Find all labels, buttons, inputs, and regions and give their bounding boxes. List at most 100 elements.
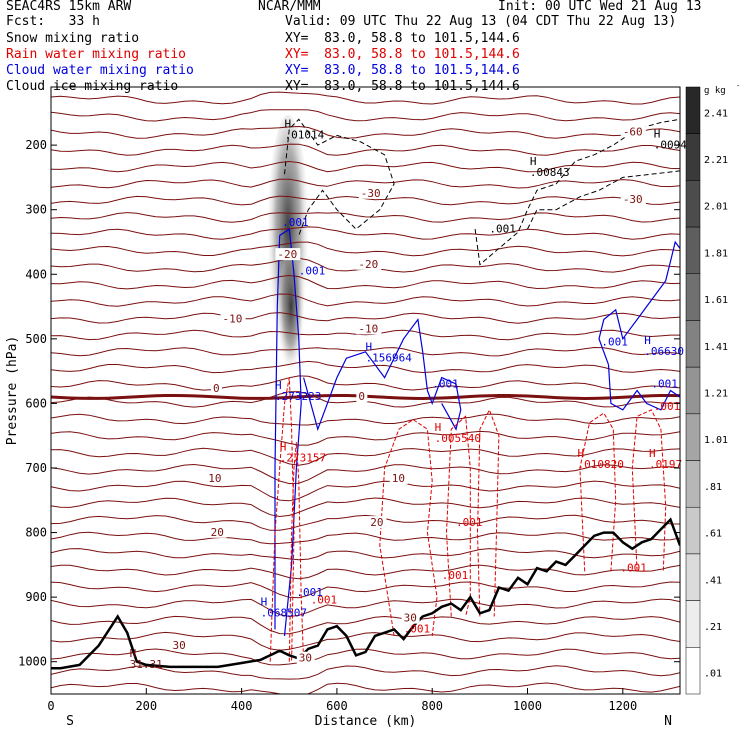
colorbar-label: .61 — [704, 529, 722, 540]
isotherm-label: -10 — [358, 322, 378, 335]
ice-contour — [284, 118, 395, 236]
max-marker: H — [130, 647, 137, 660]
isotherm-label: 30 — [404, 612, 417, 625]
terrain-line — [51, 517, 680, 670]
colorbar-swatch — [685, 226, 701, 275]
isotherm — [51, 548, 680, 561]
isotherm-label: -30 — [623, 193, 643, 206]
contour-value-label: .273157 — [280, 452, 326, 465]
colorbar-label: .81 — [704, 482, 722, 493]
ice-contour — [527, 170, 680, 230]
isotherm — [51, 497, 680, 518]
contour-value-label: .01014 — [284, 129, 324, 142]
max-marker: H — [644, 334, 651, 347]
left-title: SEAC4RS 15km ARW — [6, 0, 132, 14]
colorbar-swatch — [685, 600, 701, 648]
y-axis-label: Pressure (hPa) — [5, 336, 20, 446]
max-marker: H — [649, 447, 656, 460]
isotherm — [51, 463, 680, 485]
contour-value-label: .001 — [489, 222, 515, 235]
isotherm-label: 0 — [213, 382, 220, 395]
isotherm-label-bg — [208, 525, 227, 538]
colorbar-unit: g kg — [704, 86, 726, 96]
y-tick-label: 500 — [25, 332, 47, 346]
y-tick-label: 600 — [25, 396, 47, 410]
isotherm — [51, 531, 680, 545]
contour-value-label: .001 — [282, 216, 309, 229]
isotherm — [51, 125, 680, 139]
contour-value-label: .001 — [311, 594, 338, 607]
colorbar-swatch — [685, 460, 701, 508]
isotherm-label: 20 — [211, 526, 224, 539]
y-tick-label: 700 — [25, 461, 47, 475]
isotherm-label-bg — [620, 125, 646, 138]
valid-time: Valid: 09 UTC Thu 22 Aug 13 (04 CDT Thu … — [285, 14, 677, 29]
y-tick-label: 200 — [25, 138, 47, 152]
legend-rain-label: Rain water mixing ratio — [6, 47, 187, 62]
isotherm — [51, 480, 680, 502]
colorbar-swatch — [685, 180, 701, 228]
isotherm-label-bg — [356, 322, 382, 335]
y-tick-label: 1000 — [18, 655, 47, 669]
cloud-water-contour — [598, 240, 680, 365]
isotherm — [51, 631, 680, 651]
colorbar-swatch — [685, 506, 701, 555]
rain-water-contour — [631, 409, 667, 572]
contour-value-label: .001 — [296, 586, 323, 599]
center-title: NCAR/MMM — [258, 0, 321, 14]
isotherm — [51, 360, 680, 374]
colorbar-label: 1.81 — [704, 248, 728, 259]
isotherm-label-bg — [356, 390, 368, 403]
isotherm-label: 30 — [299, 652, 312, 665]
rain-water-contour — [379, 418, 438, 636]
max-marker: H — [366, 340, 373, 353]
rain-water-contour — [269, 377, 295, 662]
isotherm-label-bg — [275, 248, 301, 261]
colorbar-swatch — [685, 366, 701, 415]
colorbar-label: .41 — [704, 575, 722, 586]
isotherm — [51, 447, 680, 466]
terrain-line — [51, 517, 680, 670]
colorbar-swatch — [685, 647, 701, 695]
max-marker: H — [435, 421, 442, 434]
isotherm-label: 30 — [173, 639, 186, 652]
colorbar-label: 1.01 — [704, 435, 728, 446]
contour-value-label: .001 — [404, 623, 431, 636]
isotherm — [51, 241, 680, 257]
x-end-label-south: S — [66, 714, 74, 729]
isotherm — [51, 293, 680, 307]
contour-value-label: .001 — [442, 569, 469, 582]
isotherm — [51, 226, 680, 240]
isotherm-label-bg — [206, 472, 225, 485]
ice-contour — [474, 118, 680, 266]
isotherm-label-bg — [389, 472, 408, 485]
colorbar-label: 2.21 — [704, 155, 728, 166]
isotherm-label: -20 — [358, 258, 378, 271]
isotherm — [51, 430, 680, 446]
cloud-water-contours — [274, 228, 680, 636]
max-marker: H — [280, 441, 287, 454]
isotherm — [51, 615, 680, 635]
isotherm-label-bg — [220, 312, 246, 325]
max-marker: H — [578, 447, 585, 460]
contour-value-label: .001 — [299, 264, 326, 277]
isotherm — [51, 375, 680, 391]
isotherm — [51, 682, 680, 694]
isotherm-label-bg — [170, 638, 189, 651]
x-tick-label: 200 — [135, 699, 157, 713]
isotherm-label: -10 — [223, 313, 243, 326]
isotherm-label: 10 — [208, 472, 221, 485]
contour-value-label: .001 — [601, 335, 628, 348]
isotherm — [51, 143, 680, 156]
isotherm — [51, 160, 680, 173]
isotherm-label: 10 — [392, 472, 405, 485]
isotherm-label-bg — [356, 257, 382, 270]
x-end-label-north: N — [664, 714, 672, 729]
isotherm — [51, 274, 680, 290]
x-tick-label: 1200 — [608, 699, 637, 713]
colorbar-swatch — [685, 86, 701, 134]
legend-cloud-water-xy: XY= 83.0, 58.8 to 101.5,144.6 — [285, 63, 520, 78]
plot-frame — [50, 86, 681, 695]
